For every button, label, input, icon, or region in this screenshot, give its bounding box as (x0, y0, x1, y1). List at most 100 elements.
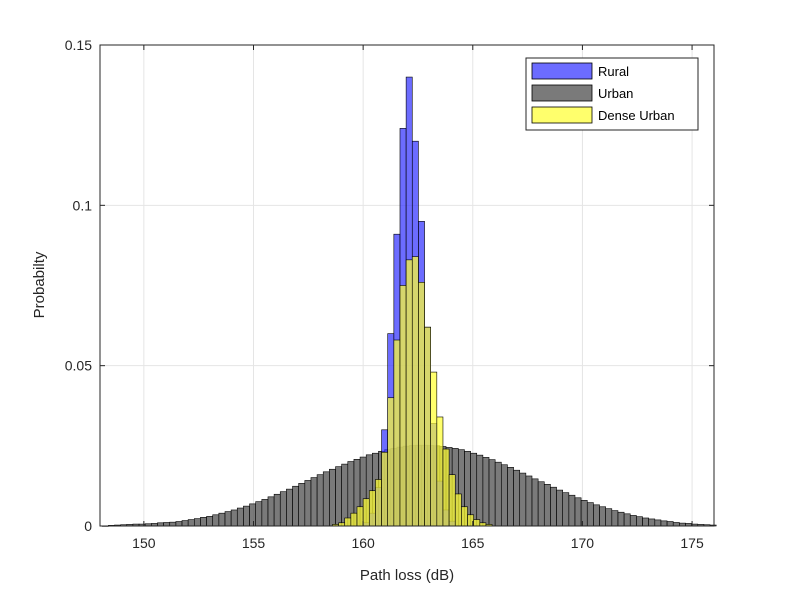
y-axis-title: Probabilty (31, 251, 48, 318)
urban-bar (550, 486, 557, 527)
legend-swatch (531, 106, 593, 124)
urban-bar (593, 504, 600, 527)
urban-bar (273, 493, 281, 527)
dense-urban-bar (430, 371, 438, 527)
legend-label: Rural (598, 64, 629, 79)
urban-bar (507, 467, 514, 527)
legend-swatch (531, 62, 593, 80)
urban-bar (519, 472, 527, 527)
dense-urban-bar (381, 451, 389, 527)
urban-bar (629, 515, 637, 527)
x-tick-label: 150 (132, 535, 156, 551)
urban-bar (611, 510, 619, 527)
legend: Rural Urban Dense Urban (525, 57, 699, 131)
urban-bar (175, 521, 183, 527)
urban-bar (617, 511, 625, 527)
urban-bar (286, 488, 293, 527)
urban-bar (648, 518, 656, 527)
urban-bar (187, 519, 195, 527)
urban-bar (482, 457, 490, 527)
urban-bar (304, 480, 312, 527)
dense-urban-bar (399, 285, 407, 527)
bars-layer (101, 76, 717, 527)
plot-frame (99, 44, 715, 527)
x-axis-title: Path loss (dB) (360, 567, 454, 584)
urban-bar (224, 511, 232, 527)
dense-urban-bar (411, 256, 419, 527)
urban-bar (562, 492, 570, 527)
dense-urban-bar (387, 397, 395, 527)
urban-bar (169, 521, 177, 527)
dense-urban-bar (344, 517, 352, 527)
dense-urban-bar (375, 479, 382, 527)
dense-urban-bar (356, 506, 364, 527)
dense-urban-bar (350, 512, 358, 527)
urban-bar (255, 501, 263, 527)
urban-bar (267, 496, 275, 527)
dense-urban-bar (362, 498, 370, 527)
dense-urban-bar (454, 493, 462, 527)
urban-bar (341, 463, 349, 527)
urban-bar (261, 499, 269, 527)
x-tick-label: 165 (461, 535, 485, 551)
dense-urban-bar (424, 326, 431, 527)
legend-label: Dense Urban (598, 108, 675, 123)
urban-bar (316, 474, 324, 527)
y-tick-label: 0.15 (65, 37, 92, 53)
dense-urban-bar (393, 339, 401, 527)
urban-bar (642, 517, 649, 527)
urban-bar (605, 508, 613, 527)
urban-bar (230, 509, 238, 527)
dense-urban-bar (473, 519, 481, 527)
urban-bar (574, 497, 582, 527)
urban-bar (322, 471, 330, 527)
dense-urban-bar (368, 490, 376, 527)
dense-urban-bar (442, 448, 450, 527)
urban-bar (556, 489, 563, 527)
dense-urban-bar (448, 474, 456, 527)
urban-bar (292, 485, 299, 527)
urban-bar (543, 484, 551, 527)
urban-bar (623, 513, 631, 527)
urban-bar (636, 516, 643, 527)
urban-bar (660, 520, 668, 527)
urban-bar (586, 502, 594, 527)
legend-swatch (531, 84, 593, 102)
urban-bar (476, 454, 484, 527)
urban-bar (243, 505, 250, 527)
legend-label: Urban (598, 86, 633, 101)
urban-bar (654, 519, 662, 527)
x-axis-ticks: 150 155 160 165 170 175 (132, 45, 704, 551)
x-tick-label: 170 (571, 535, 595, 551)
urban-bar (200, 517, 207, 527)
series-dense-urban (332, 256, 493, 527)
urban-bar (218, 512, 226, 527)
urban-bar (206, 516, 214, 527)
urban-bar (666, 521, 674, 527)
x-tick-label: 160 (351, 535, 375, 551)
dense-urban-bar (418, 281, 425, 527)
urban-bar (298, 483, 306, 527)
grid-lines (100, 45, 714, 526)
urban-bar (212, 514, 220, 527)
urban-bar (329, 468, 336, 527)
y-axis-ticks: 0 0.05 0.1 0.15 (65, 37, 714, 534)
y-tick-label: 0 (84, 518, 92, 534)
urban-bar (181, 520, 189, 527)
dense-urban-bar (405, 259, 413, 527)
x-tick-label: 175 (680, 535, 704, 551)
urban-bar (537, 481, 545, 527)
urban-bar (500, 464, 508, 527)
urban-bar (279, 491, 287, 527)
urban-bar (310, 477, 318, 527)
urban-bar (335, 466, 342, 527)
urban-bar (236, 507, 244, 527)
dense-urban-bar (461, 506, 468, 527)
y-tick-label: 0.05 (65, 358, 92, 374)
urban-bar (163, 522, 171, 527)
urban-bar (599, 506, 606, 527)
urban-bar (513, 469, 521, 527)
urban-bar (525, 475, 533, 527)
urban-bar (568, 494, 576, 527)
